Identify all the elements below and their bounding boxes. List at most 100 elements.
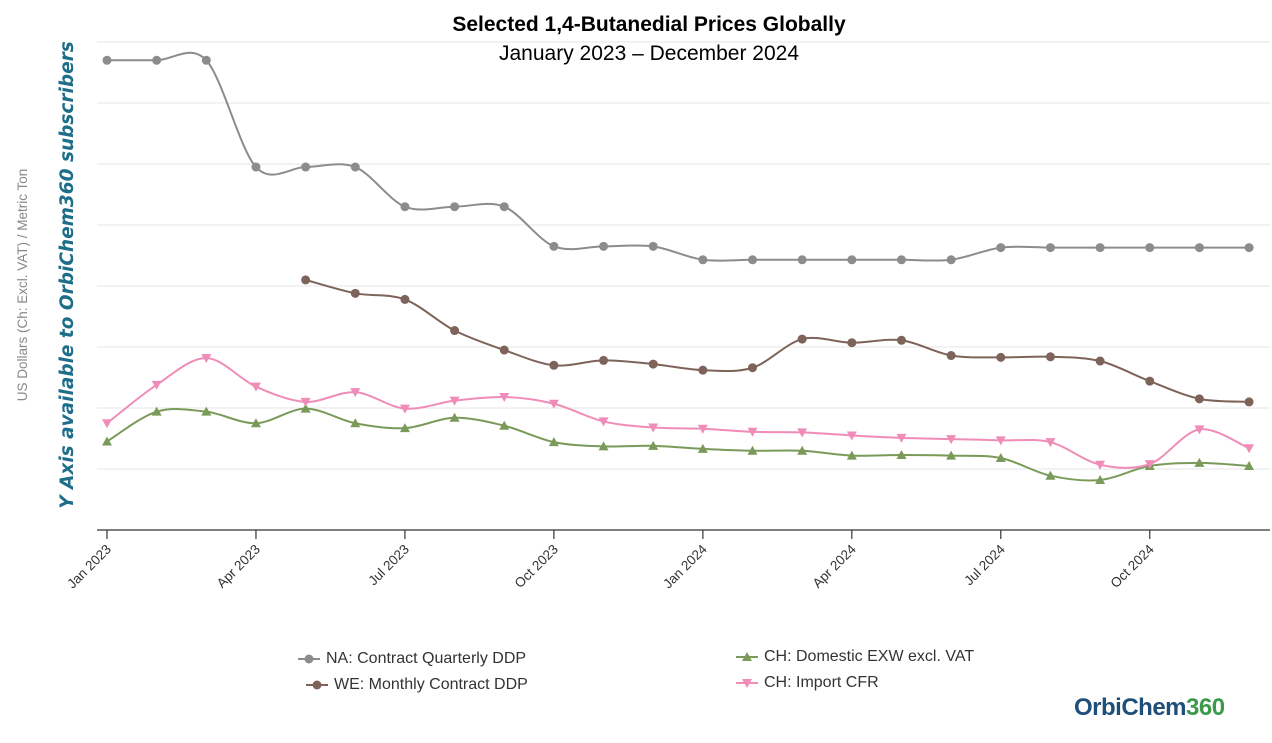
data-point xyxy=(399,404,410,414)
orbichem-logo: OrbiChem360 xyxy=(1074,694,1225,721)
series-lines xyxy=(106,51,1250,482)
data-point xyxy=(847,338,857,348)
data-point xyxy=(400,202,410,212)
data-point xyxy=(896,255,906,265)
data-point xyxy=(946,450,957,460)
data-point xyxy=(549,241,559,251)
data-point xyxy=(1045,243,1055,253)
legend-circle-icon xyxy=(298,654,320,664)
x-tick-label: Oct 2024 xyxy=(1108,541,1158,591)
series-markers xyxy=(102,55,1255,484)
data-point xyxy=(1194,457,1205,467)
y-axis-label: US Dollars (Ch: Excl. VAT) / Metric Ton xyxy=(15,169,30,402)
data-point xyxy=(797,445,808,455)
data-point xyxy=(1095,460,1106,470)
data-point xyxy=(748,255,758,265)
y-axis-watermark: Y Axis available to OrbiChem360 subscrib… xyxy=(57,41,78,509)
legend-item-we[interactable]: WE: Monthly Contract DDP xyxy=(306,676,528,694)
legend-label: WE: Monthly Contract DDP xyxy=(334,676,528,693)
data-point xyxy=(1244,444,1255,454)
data-point xyxy=(996,352,1006,362)
data-point xyxy=(698,255,708,265)
legend-item-na[interactable]: NA: Contract Quarterly DDP xyxy=(298,650,526,668)
data-point xyxy=(301,162,311,172)
data-point xyxy=(301,275,311,285)
data-point xyxy=(102,55,112,65)
data-point xyxy=(1045,438,1056,448)
data-point xyxy=(449,396,460,406)
data-point xyxy=(697,424,708,434)
data-point xyxy=(648,359,658,369)
data-point xyxy=(300,403,311,413)
data-point xyxy=(400,294,410,304)
data-point xyxy=(846,431,857,441)
data-point xyxy=(946,351,956,361)
data-point xyxy=(102,436,112,446)
data-point xyxy=(747,445,758,455)
data-point xyxy=(151,380,162,390)
data-point xyxy=(797,255,807,265)
data-point xyxy=(350,388,361,398)
data-point xyxy=(1045,470,1056,480)
data-point xyxy=(1244,397,1254,407)
data-point xyxy=(250,418,261,428)
data-point xyxy=(548,437,559,447)
data-point xyxy=(599,355,609,365)
data-point xyxy=(350,418,361,428)
data-point xyxy=(201,55,211,65)
data-point xyxy=(797,334,807,344)
data-point xyxy=(499,202,509,212)
data-point xyxy=(250,382,261,392)
x-tick-label: Oct 2023 xyxy=(512,542,561,591)
data-point xyxy=(499,345,509,355)
data-point xyxy=(747,427,758,437)
data-point xyxy=(1045,352,1055,362)
data-point xyxy=(548,399,559,409)
x-tick-label: Apr 2023 xyxy=(214,542,263,591)
data-point xyxy=(151,406,162,416)
legend-label: CH: Domestic EXW excl. VAT xyxy=(764,648,975,665)
series-line xyxy=(305,278,1250,403)
chart-subtitle: January 2023 – December 2024 xyxy=(498,42,800,65)
x-axis-ticks: Jan 2023 Apr 2023 Jul 2023 Oct 2023 Jan 2024… xyxy=(64,530,1157,591)
data-point xyxy=(648,241,658,251)
data-point xyxy=(896,449,907,459)
data-point xyxy=(1145,376,1155,386)
data-point xyxy=(399,423,410,433)
legend-triangle-down-icon xyxy=(736,679,758,688)
data-point xyxy=(1194,425,1205,435)
data-point xyxy=(201,406,212,416)
data-point xyxy=(995,436,1006,446)
data-point xyxy=(1194,243,1204,253)
data-point xyxy=(996,243,1006,253)
legend-label: NA: Contract Quarterly DDP xyxy=(326,650,527,667)
data-point xyxy=(350,288,360,298)
data-point xyxy=(251,162,261,172)
gridlines xyxy=(97,41,1270,470)
x-tick-label: Jan 2023 xyxy=(64,542,114,592)
data-point xyxy=(697,443,708,453)
data-point xyxy=(1095,356,1105,366)
chart-area: Jan 2023 Apr 2023 Jul 2023 Oct 2023 Jan 2024… xyxy=(15,41,1270,591)
legend-label: CH: Import CFR xyxy=(764,674,879,691)
data-point xyxy=(1244,460,1255,470)
data-point xyxy=(598,441,609,451)
chart-title: Selected 1,4-Butanedial Prices Globally xyxy=(452,13,846,36)
series-line xyxy=(106,51,1250,262)
legend-circle-icon xyxy=(306,680,328,690)
data-point xyxy=(1095,243,1105,253)
x-tick-label: Jul 2024 xyxy=(961,541,1008,588)
legend-item-ch-domestic[interactable]: CH: Domestic EXW excl. VAT xyxy=(736,648,974,666)
legend-item-ch-import[interactable]: CH: Import CFR xyxy=(736,674,879,692)
x-tick-label: Jan 2024 xyxy=(660,541,710,591)
data-point xyxy=(698,365,708,375)
data-point xyxy=(499,393,510,403)
data-point xyxy=(946,435,957,445)
data-point xyxy=(449,412,460,422)
data-point xyxy=(549,360,559,370)
data-point xyxy=(847,255,857,265)
data-point xyxy=(599,241,609,251)
data-point xyxy=(1194,394,1204,404)
data-point xyxy=(1244,243,1254,253)
data-point xyxy=(300,397,311,407)
